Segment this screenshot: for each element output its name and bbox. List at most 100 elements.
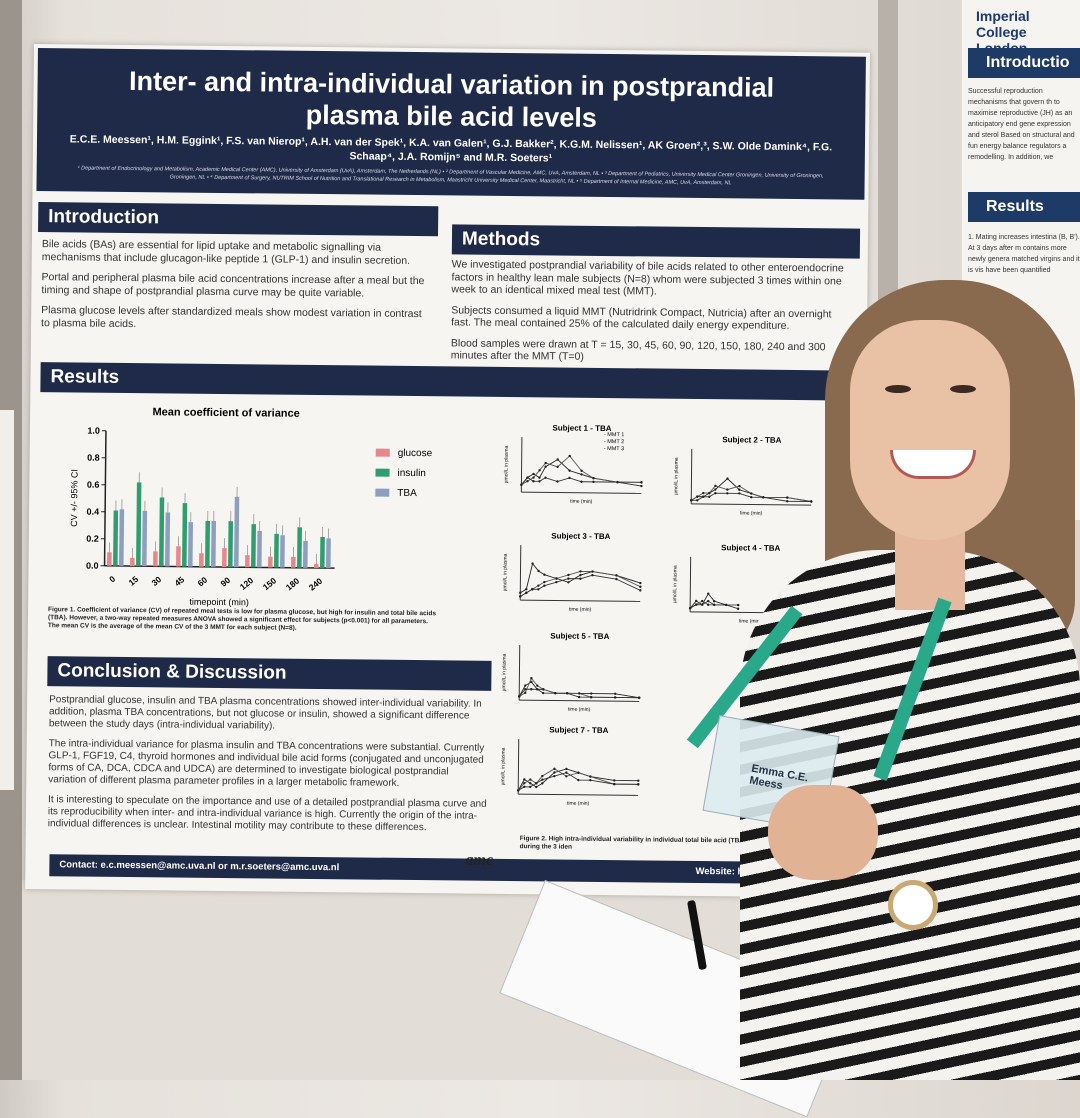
x-tick-label: 150 xyxy=(261,575,279,592)
data-point xyxy=(726,488,728,490)
conclusion-paragraph: Postprandial glucose, insulin and TBA pl… xyxy=(49,694,489,735)
data-point xyxy=(555,577,557,579)
data-point xyxy=(566,692,568,694)
presenter-photo: Emma C.E. Meess xyxy=(730,280,1080,1080)
intro-paragraph: Plasma glucose levels after standardized… xyxy=(41,304,431,333)
left-neighbor-poster xyxy=(0,410,14,790)
bar xyxy=(199,553,204,567)
legend-label: - MMT 3 xyxy=(604,446,624,452)
x-tick-label: 0 xyxy=(107,574,117,585)
bar xyxy=(234,497,239,567)
data-point xyxy=(591,570,593,572)
bar xyxy=(136,482,141,566)
bar xyxy=(274,534,279,568)
data-point xyxy=(589,775,591,777)
y-axis-label: µmol/L in plasma xyxy=(502,553,508,591)
x-axis-label: time (min) xyxy=(567,801,590,807)
x-axis-label: time (min) xyxy=(569,607,592,613)
y-tick-label: 0.2 xyxy=(86,534,99,544)
chart-title: Mean coefficient of variance xyxy=(152,406,299,420)
bar xyxy=(211,521,216,567)
data-point xyxy=(592,481,594,483)
poster-title: Inter- and intra-individual variation in… xyxy=(37,64,866,137)
intro-paragraph: Bile acids (BAs) are essential for lipid… xyxy=(42,238,432,267)
x-axis xyxy=(518,794,638,795)
poster-affiliations: ¹ Department of Endocrinology and Metabo… xyxy=(37,164,865,189)
bar xyxy=(268,557,273,568)
data-point xyxy=(580,473,582,475)
legend-swatch xyxy=(375,469,389,477)
data-point xyxy=(554,692,556,694)
data-point xyxy=(553,775,555,777)
y-axis-label: µmol/L in plasma xyxy=(503,445,509,483)
data-point xyxy=(565,768,567,770)
conclusion-paragraph: The intra-individual variance for plasma… xyxy=(48,738,488,791)
y-axis-label: µmol/L in plasma xyxy=(500,747,506,785)
poster-title-banner: Inter- and intra-individual variation in… xyxy=(36,48,865,200)
bar xyxy=(291,557,296,568)
y-axis xyxy=(690,557,691,612)
introduction-heading: Introduction xyxy=(38,202,438,236)
x-tick-label: 45 xyxy=(172,574,186,588)
y-tick-label: 0.8 xyxy=(87,453,100,463)
y-tick-label: 0.6 xyxy=(87,480,100,490)
right-intro-heading: Introductio xyxy=(968,48,1080,78)
legend-swatch xyxy=(375,489,389,497)
x-tick-label: 120 xyxy=(238,575,256,592)
y-tick-label: 0.0 xyxy=(86,561,99,571)
data-point xyxy=(578,692,580,694)
eye xyxy=(885,385,911,393)
bar xyxy=(326,538,331,568)
bar xyxy=(205,521,210,567)
chart-title: Subject 7 - TBA xyxy=(549,725,608,735)
x-axis xyxy=(521,492,641,493)
data-point xyxy=(590,692,592,694)
bar xyxy=(165,512,170,566)
y-axis-label: µmol/L in plasma xyxy=(501,653,507,691)
x-tick-label: 90 xyxy=(218,575,232,589)
legend-label: insulin xyxy=(397,468,425,479)
bar xyxy=(142,511,147,566)
y-axis-label: µmol/L in plasma xyxy=(673,457,679,495)
y-axis xyxy=(691,449,692,504)
data-point xyxy=(638,696,640,698)
right-intro-text: Successful reproduction mechanisms that … xyxy=(968,86,1080,186)
bar xyxy=(320,537,325,568)
data-point xyxy=(591,574,593,576)
data-point xyxy=(589,779,591,781)
poster-board: Inter- and intra-individual variation in… xyxy=(0,0,1080,1080)
y-axis xyxy=(518,739,519,794)
wristwatch xyxy=(888,880,938,930)
bar xyxy=(107,552,112,566)
conclusion-text: Postprandial glucose, insulin and TBA pl… xyxy=(48,694,489,843)
conclusion-heading: Conclusion & Discussion xyxy=(47,656,491,691)
data-point xyxy=(577,772,579,774)
eye xyxy=(950,385,976,393)
data-point xyxy=(726,492,728,494)
x-axis xyxy=(519,700,639,701)
bar xyxy=(153,551,158,566)
y-axis xyxy=(105,431,106,566)
bar xyxy=(130,558,135,566)
bar xyxy=(297,527,302,568)
chart-title: Subject 3 - TBA xyxy=(551,531,610,541)
data-point xyxy=(530,688,532,690)
bar xyxy=(188,522,193,567)
chart-title: Subject 5 - TBA xyxy=(550,631,609,641)
bar xyxy=(222,548,227,567)
x-tick-label: 60 xyxy=(195,575,209,589)
bar xyxy=(159,497,164,566)
bar xyxy=(176,546,181,566)
poster-footer: Contact: e.c.meessen@amc.uva.nl or m.r.s… xyxy=(49,854,839,884)
conclusion-paragraph: It is interesting to speculate on the im… xyxy=(48,794,488,835)
data-point xyxy=(568,477,570,479)
y-tick-label: 1.0 xyxy=(87,426,100,436)
data-point xyxy=(579,578,581,580)
legend-label: glucose xyxy=(398,448,433,459)
x-axis-label: timepoint (min) xyxy=(189,597,249,608)
bar xyxy=(257,531,262,567)
methods-heading: Methods xyxy=(452,224,860,258)
bar xyxy=(245,555,250,567)
